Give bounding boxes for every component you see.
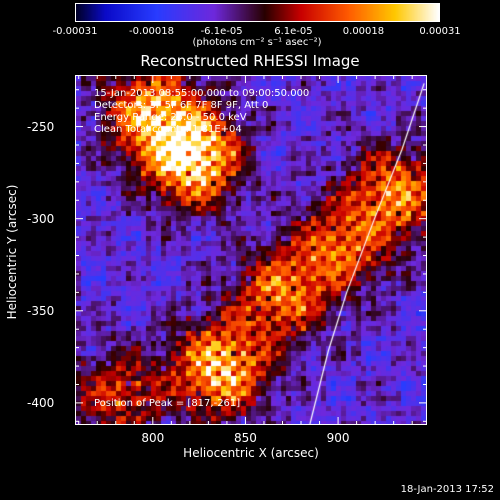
y-tick-label: -350 [27, 303, 55, 318]
x-axis-label: Heliocentric X (arcsec) [183, 446, 319, 460]
colorbar [75, 3, 440, 22]
y-tick-label: -250 [27, 119, 55, 134]
colorbar-tick-label: -6.1e-05 [200, 26, 243, 37]
colorbar-tick-label: 0.00031 [419, 26, 461, 37]
y-tick-label: -400 [27, 395, 55, 410]
colorbar-tick-label: -0.00031 [52, 26, 98, 37]
annotation-clean-counts: Clean Total counts: 1.81E+04 [94, 124, 242, 135]
colorbar-units-label: (photons cm⁻² s⁻¹ asec⁻²) [192, 37, 322, 48]
x-tick-label: 900 [326, 431, 350, 445]
colorbar-tick-label: 0.00018 [342, 26, 385, 37]
colorbar-tick-label: 6.1e-05 [274, 26, 313, 37]
annotation-time-range: 15-Jan-2013 08:55:00.000 to 09:00:50.000 [94, 88, 310, 99]
annotation-peak-position: Position of Peak = [817,-261] [94, 398, 241, 409]
annotation-energy-range: Energy Range: 25.0 - 50.0 keV [94, 112, 247, 123]
x-tick-label: 850 [233, 431, 257, 445]
y-tick-label: -300 [27, 211, 55, 226]
chart-title: Reconstructed RHESSI Image [140, 52, 360, 70]
plot-area: 15-Jan-2013 08:55:00.000 to 09:00:50.000… [75, 75, 427, 425]
colorbar-tick-label: -0.00018 [129, 26, 175, 37]
annotation-detectors: Detectors: 3F 5F 6F 7F 8F 9F, Att 0 [94, 100, 269, 111]
rhessi-image-map [76, 76, 426, 424]
x-tick-label: 800 [141, 431, 165, 445]
y-axis-label: Heliocentric Y (arcsec) [5, 184, 19, 320]
timestamp: 18-Jan-2013 17:52 [400, 484, 494, 495]
